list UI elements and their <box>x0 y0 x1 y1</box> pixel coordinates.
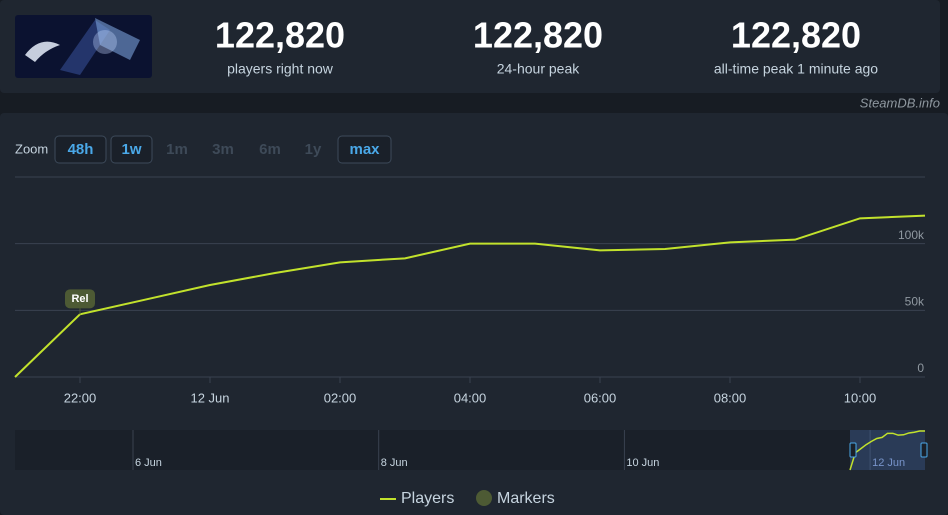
credit: SteamDB.info <box>860 95 940 110</box>
stat-label: 24-hour peak <box>497 61 581 77</box>
game-thumbnail <box>15 15 152 78</box>
y-tick-label: 0 <box>917 361 924 375</box>
zoom-button[interactable]: max <box>337 135 392 164</box>
navigator-selection[interactable] <box>850 430 925 470</box>
navigator-handle[interactable] <box>849 442 857 458</box>
legend-swatch <box>476 490 492 506</box>
x-tick-label: 08:00 <box>714 390 747 405</box>
navigator-label: 6 Jun <box>135 457 162 469</box>
zoom-button-label: max <box>349 141 380 158</box>
legend-label: Markers <box>497 490 555 507</box>
x-tick-label: 04:00 <box>454 390 487 405</box>
zoom-button-frame <box>337 135 392 164</box>
stat-label: all-time peak 1 minute ago <box>714 61 878 77</box>
zoom-button: 3m <box>212 141 234 158</box>
zoom-button-label: 6m <box>259 141 281 158</box>
zoom-button: 1m <box>166 141 188 158</box>
y-tick-label: 50k <box>905 295 925 309</box>
zoom-button-label: 48h <box>68 141 94 158</box>
y-tick-label: 100k <box>898 228 925 242</box>
x-tick-label: 12 Jun <box>190 390 229 405</box>
zoom-button: 1y <box>305 141 322 158</box>
navigator-label: 8 Jun <box>381 457 408 469</box>
zoom-button-frame <box>110 135 153 164</box>
zoom-button-label: 3m <box>212 141 234 158</box>
zoom-button-label: 1m <box>166 141 188 158</box>
marker-badge <box>65 289 95 309</box>
navigator <box>15 430 925 470</box>
navigator-label: 12 Jun <box>872 457 905 469</box>
legend-item[interactable]: Markers <box>476 490 555 507</box>
navigator-label: 10 Jun <box>626 457 659 469</box>
chart-card <box>0 113 948 515</box>
navigator-line <box>849 430 925 471</box>
zoom-button[interactable]: 1w <box>110 135 153 164</box>
zoom-label: Zoom <box>15 141 48 156</box>
legend-label: Players <box>401 490 454 507</box>
marker-label: Rel <box>71 293 88 305</box>
stat-value: 122,820 <box>473 15 603 56</box>
stat-value: 122,820 <box>731 15 861 56</box>
series-line <box>14 214 926 378</box>
zoom-button-label: 1y <box>305 141 322 158</box>
zoom-button-label: 1w <box>121 141 141 158</box>
stat-value: 122,820 <box>215 15 345 56</box>
zoom-button-frame <box>54 135 107 164</box>
x-tick-label: 10:00 <box>844 390 877 405</box>
x-tick-label: 02:00 <box>324 390 357 405</box>
legend-item[interactable]: Players <box>380 490 454 507</box>
zoom-button[interactable]: 48h <box>54 135 107 164</box>
x-tick-label: 22:00 <box>64 390 97 405</box>
stat-label: players right now <box>227 61 334 77</box>
zoom-button: 6m <box>259 141 281 158</box>
navigator-handle[interactable] <box>920 442 928 458</box>
x-tick-label: 06:00 <box>584 390 617 405</box>
header-card <box>0 0 940 93</box>
